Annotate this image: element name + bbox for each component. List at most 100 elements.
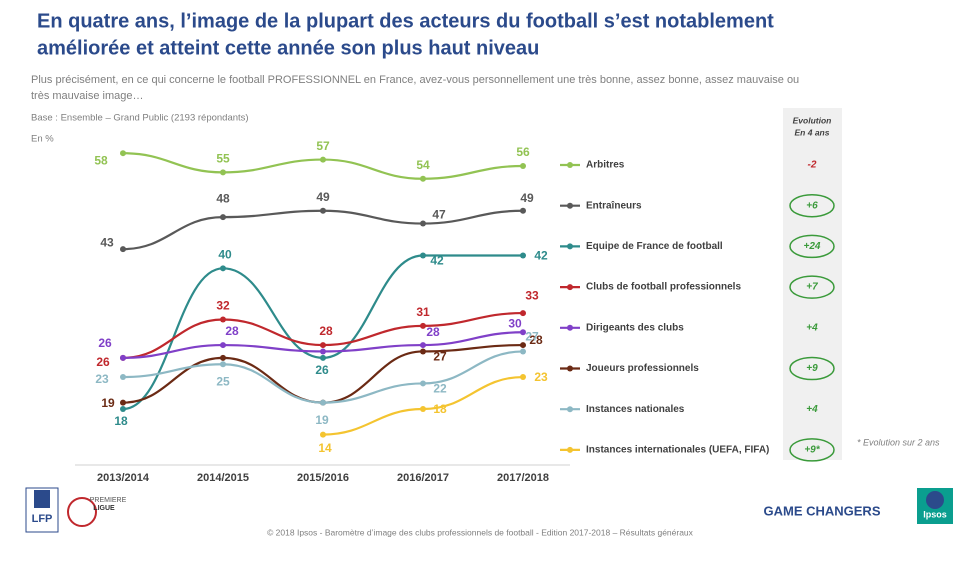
legend-label: Clubs de football professionnels [586,282,741,293]
data-label: 27 [433,350,447,364]
data-label: 42 [430,254,444,268]
evolution-circle [789,234,835,259]
point [420,252,426,259]
point [420,380,426,387]
data-label: 28 [529,333,543,347]
data-label: 33 [525,288,539,302]
point [120,150,126,157]
point [320,354,326,361]
data-label: 48 [216,191,230,205]
point [320,399,326,406]
ipsos-logo-text: Ipsos [923,509,947,519]
point [120,406,126,413]
point [120,354,126,361]
x-tick-label: 2017/2018 [497,472,549,484]
data-label: 42 [534,249,548,263]
point [220,214,226,221]
point [420,175,426,182]
data-label: 23 [95,372,109,386]
series-line [122,209,524,251]
data-label: 58 [94,153,108,167]
evolution-header: Evolution [793,115,832,125]
point [420,322,426,329]
subtitle: Plus précisément, en ce qui concerne le … [31,74,799,86]
note: * Evolution sur 2 ans [857,437,940,447]
base: Base : Ensemble – Grand Public (2193 rép… [31,113,249,124]
data-label: 22 [433,382,447,396]
legend-swatch [567,162,573,168]
ligue-logo-text: PREMIERE [90,497,127,504]
data-label: 30 [508,316,522,330]
evolution: +4 [806,404,818,415]
data-label: 47 [432,208,446,222]
point [320,156,326,163]
title: améliorée et atteint cette année son plu… [37,37,539,59]
point [320,342,326,349]
point [520,348,526,355]
subtitle: très mauvaise image… [31,90,144,102]
data-label: 19 [101,396,115,410]
evolution: +24 [804,241,821,252]
legend-label: Arbitres [586,160,625,171]
data-label: 27 [525,330,539,344]
data-label: 28 [225,324,239,338]
legend-label: Equipe de France de football [586,241,723,252]
point [420,406,426,413]
data-label: 40 [218,247,232,261]
evolution-circle [789,193,835,218]
point [220,361,226,368]
point [120,399,126,406]
data-label: 23 [534,370,548,384]
evolution: +9* [804,445,820,456]
evolution-panel [783,108,842,460]
point [520,329,526,336]
x-tick-label: 2015/2016 [297,472,349,484]
data-label: 43 [100,235,114,249]
evolution: +7 [806,282,818,293]
legend-swatch [567,243,573,250]
legend-label: Instances internationales (UEFA, FIFA) [586,445,769,456]
point [320,431,326,438]
evolution-circle [789,438,835,462]
point [220,169,226,176]
lfp-logo-text: LFP [32,513,53,525]
evolution-circle [789,275,835,299]
data-label: 57 [316,139,330,153]
legend-swatch [567,324,573,331]
brand: GAME CHANGERS [763,503,880,518]
evolution-circle [789,356,835,381]
legend-label: Instances nationales [586,404,685,415]
data-label: 55 [216,152,230,166]
point [220,354,226,361]
legend-swatch [567,202,573,209]
data-label: 18 [433,402,447,416]
legend-label: Entraîneurs [586,200,642,211]
evolution: +4 [806,322,818,333]
footer: © 2018 Ipsos - Baromètre d’image des clu… [267,527,694,537]
point [520,342,526,349]
data-label: 26 [315,363,329,377]
point [120,374,126,381]
data-label: 31 [416,305,430,319]
point [220,342,226,349]
data-label: 28 [319,324,333,338]
x-tick-label: 2016/2017 [397,472,449,484]
data-label: 19 [315,413,329,427]
title: En quatre ans, l’image de la plupart des… [37,10,774,32]
evolution: -2 [808,160,817,171]
data-label: 54 [416,158,430,172]
legend-swatch [567,284,573,291]
data-label: 25 [216,374,230,388]
point [320,207,326,214]
ligue-logo [67,497,97,527]
point [220,316,226,323]
evolution: +6 [806,200,818,211]
point [520,252,526,259]
ipsos-logo-circle [926,491,944,509]
data-label: 49 [520,191,534,205]
legend-swatch [567,446,573,453]
point [520,374,526,381]
legend-label: Dirigeants des clubs [586,322,684,333]
data-label: 18 [114,414,128,428]
